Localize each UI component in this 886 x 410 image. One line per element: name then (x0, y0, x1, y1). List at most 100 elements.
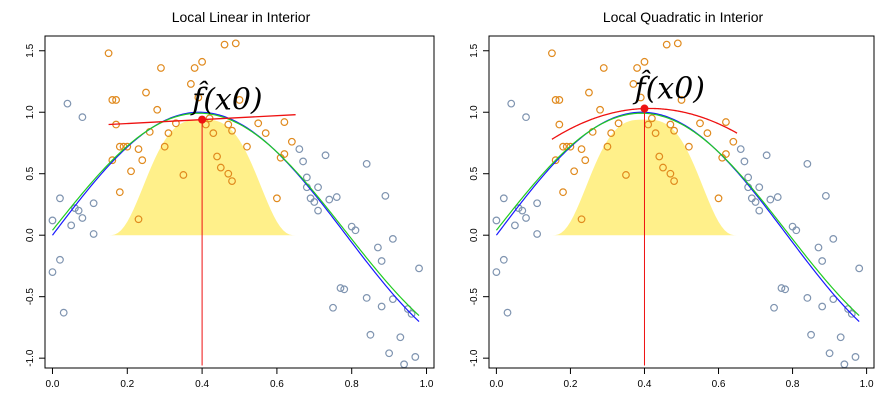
data-point (829, 295, 838, 304)
data-point (302, 173, 311, 182)
data-point (825, 349, 834, 358)
data-point-in-window (213, 152, 221, 161)
data-point (747, 194, 756, 203)
y-tick-label: 0.5 (469, 166, 480, 180)
data-point-in-window (228, 177, 236, 185)
y-tick-label: 1.5 (25, 43, 36, 57)
y-tick-label: -0.5 (25, 288, 36, 306)
data-point-in-window (599, 64, 608, 72)
data-point (89, 230, 98, 238)
data-point (821, 191, 830, 200)
x-tick-label: 0.8 (786, 379, 800, 390)
x-tick-label: 0.6 (712, 379, 726, 390)
fhat-annotation: f̂(x0) (632, 70, 705, 107)
x-tick-label: 0.8 (345, 379, 359, 390)
chart-title: Local Quadratic in Interior (603, 9, 764, 25)
data-point (400, 360, 408, 369)
data-point-in-window (220, 40, 229, 49)
data-point (388, 295, 397, 304)
data-point-in-window (614, 119, 623, 128)
data-point-in-window (596, 105, 604, 114)
data-point-in-window (581, 156, 590, 165)
data-point-in-window (685, 142, 693, 151)
data-point-in-window (224, 169, 233, 178)
data-point-in-window (559, 188, 567, 197)
data-point-in-window (108, 156, 117, 165)
data-point-in-window (651, 129, 660, 138)
data-point-in-window (115, 188, 124, 197)
data-point (522, 214, 530, 222)
data-point (781, 285, 790, 294)
data-point-in-window (164, 129, 173, 138)
y-tick-label: 1.5 (469, 43, 480, 57)
data-point-in-window (198, 57, 206, 66)
data-point-in-window (551, 156, 560, 165)
data-point-in-window (209, 129, 218, 138)
data-point (492, 268, 501, 276)
data-point-in-window (548, 49, 556, 58)
data-point (770, 303, 778, 312)
data-point (762, 151, 771, 160)
x-tick-label: 1.0 (420, 379, 434, 390)
data-point (340, 285, 349, 294)
data-point (503, 308, 512, 317)
data-point (74, 206, 83, 215)
data-point-in-window (585, 88, 593, 97)
x-tick-label: 0.0 (46, 379, 60, 390)
data-point-in-window (659, 163, 667, 172)
data-point (818, 302, 827, 311)
data-point (415, 264, 423, 273)
x-tick-label: 1.0 (860, 379, 874, 390)
x-tick-label: 0.0 (489, 379, 503, 390)
data-point-in-window (729, 137, 738, 146)
x-tick-label: 0.4 (195, 379, 209, 390)
data-point (533, 230, 542, 238)
data-point (314, 206, 322, 215)
data-point-in-window (104, 49, 113, 58)
data-point (48, 268, 57, 276)
data-point-in-window (138, 156, 147, 165)
data-point-in-window (160, 142, 169, 151)
data-point-in-window (127, 167, 135, 176)
data-point (396, 333, 405, 342)
data-point (306, 194, 315, 203)
data-point (407, 309, 416, 318)
data-point (78, 113, 87, 122)
data-point (381, 191, 390, 200)
data-point (499, 255, 508, 264)
data-point-in-window (194, 93, 203, 102)
data-point (855, 264, 864, 273)
data-point (325, 195, 334, 204)
data-point-in-window (186, 80, 195, 88)
x-tick-label: 0.2 (120, 379, 134, 390)
data-point (385, 349, 394, 358)
y-tick-label: -1.0 (25, 349, 36, 367)
plot-frame (44, 35, 435, 369)
data-point-in-window (254, 119, 263, 128)
data-point (48, 216, 57, 225)
data-point-in-window (551, 96, 560, 104)
data-point-in-window (243, 142, 251, 151)
data-point (507, 99, 516, 108)
y-tick-label: -1.0 (469, 349, 480, 367)
data-point (321, 151, 330, 160)
data-point (803, 294, 812, 302)
data-point (59, 308, 68, 317)
data-point (736, 145, 745, 154)
data-point (56, 194, 64, 203)
loess-fit-line (495, 112, 860, 317)
x-tick-label: 0.6 (270, 379, 284, 390)
data-point-in-window (666, 120, 675, 129)
data-point (818, 257, 827, 265)
y-tick-label: -0.5 (469, 288, 480, 306)
fhat-point (640, 104, 649, 113)
data-point-in-window (555, 120, 564, 129)
data-point-in-window (714, 194, 723, 203)
data-point (373, 243, 382, 252)
data-point (773, 193, 782, 201)
true-function-line (52, 111, 420, 322)
data-point (388, 234, 397, 243)
data-point-in-window (112, 96, 120, 104)
data-point (362, 159, 371, 168)
data-point-in-window (607, 129, 616, 138)
